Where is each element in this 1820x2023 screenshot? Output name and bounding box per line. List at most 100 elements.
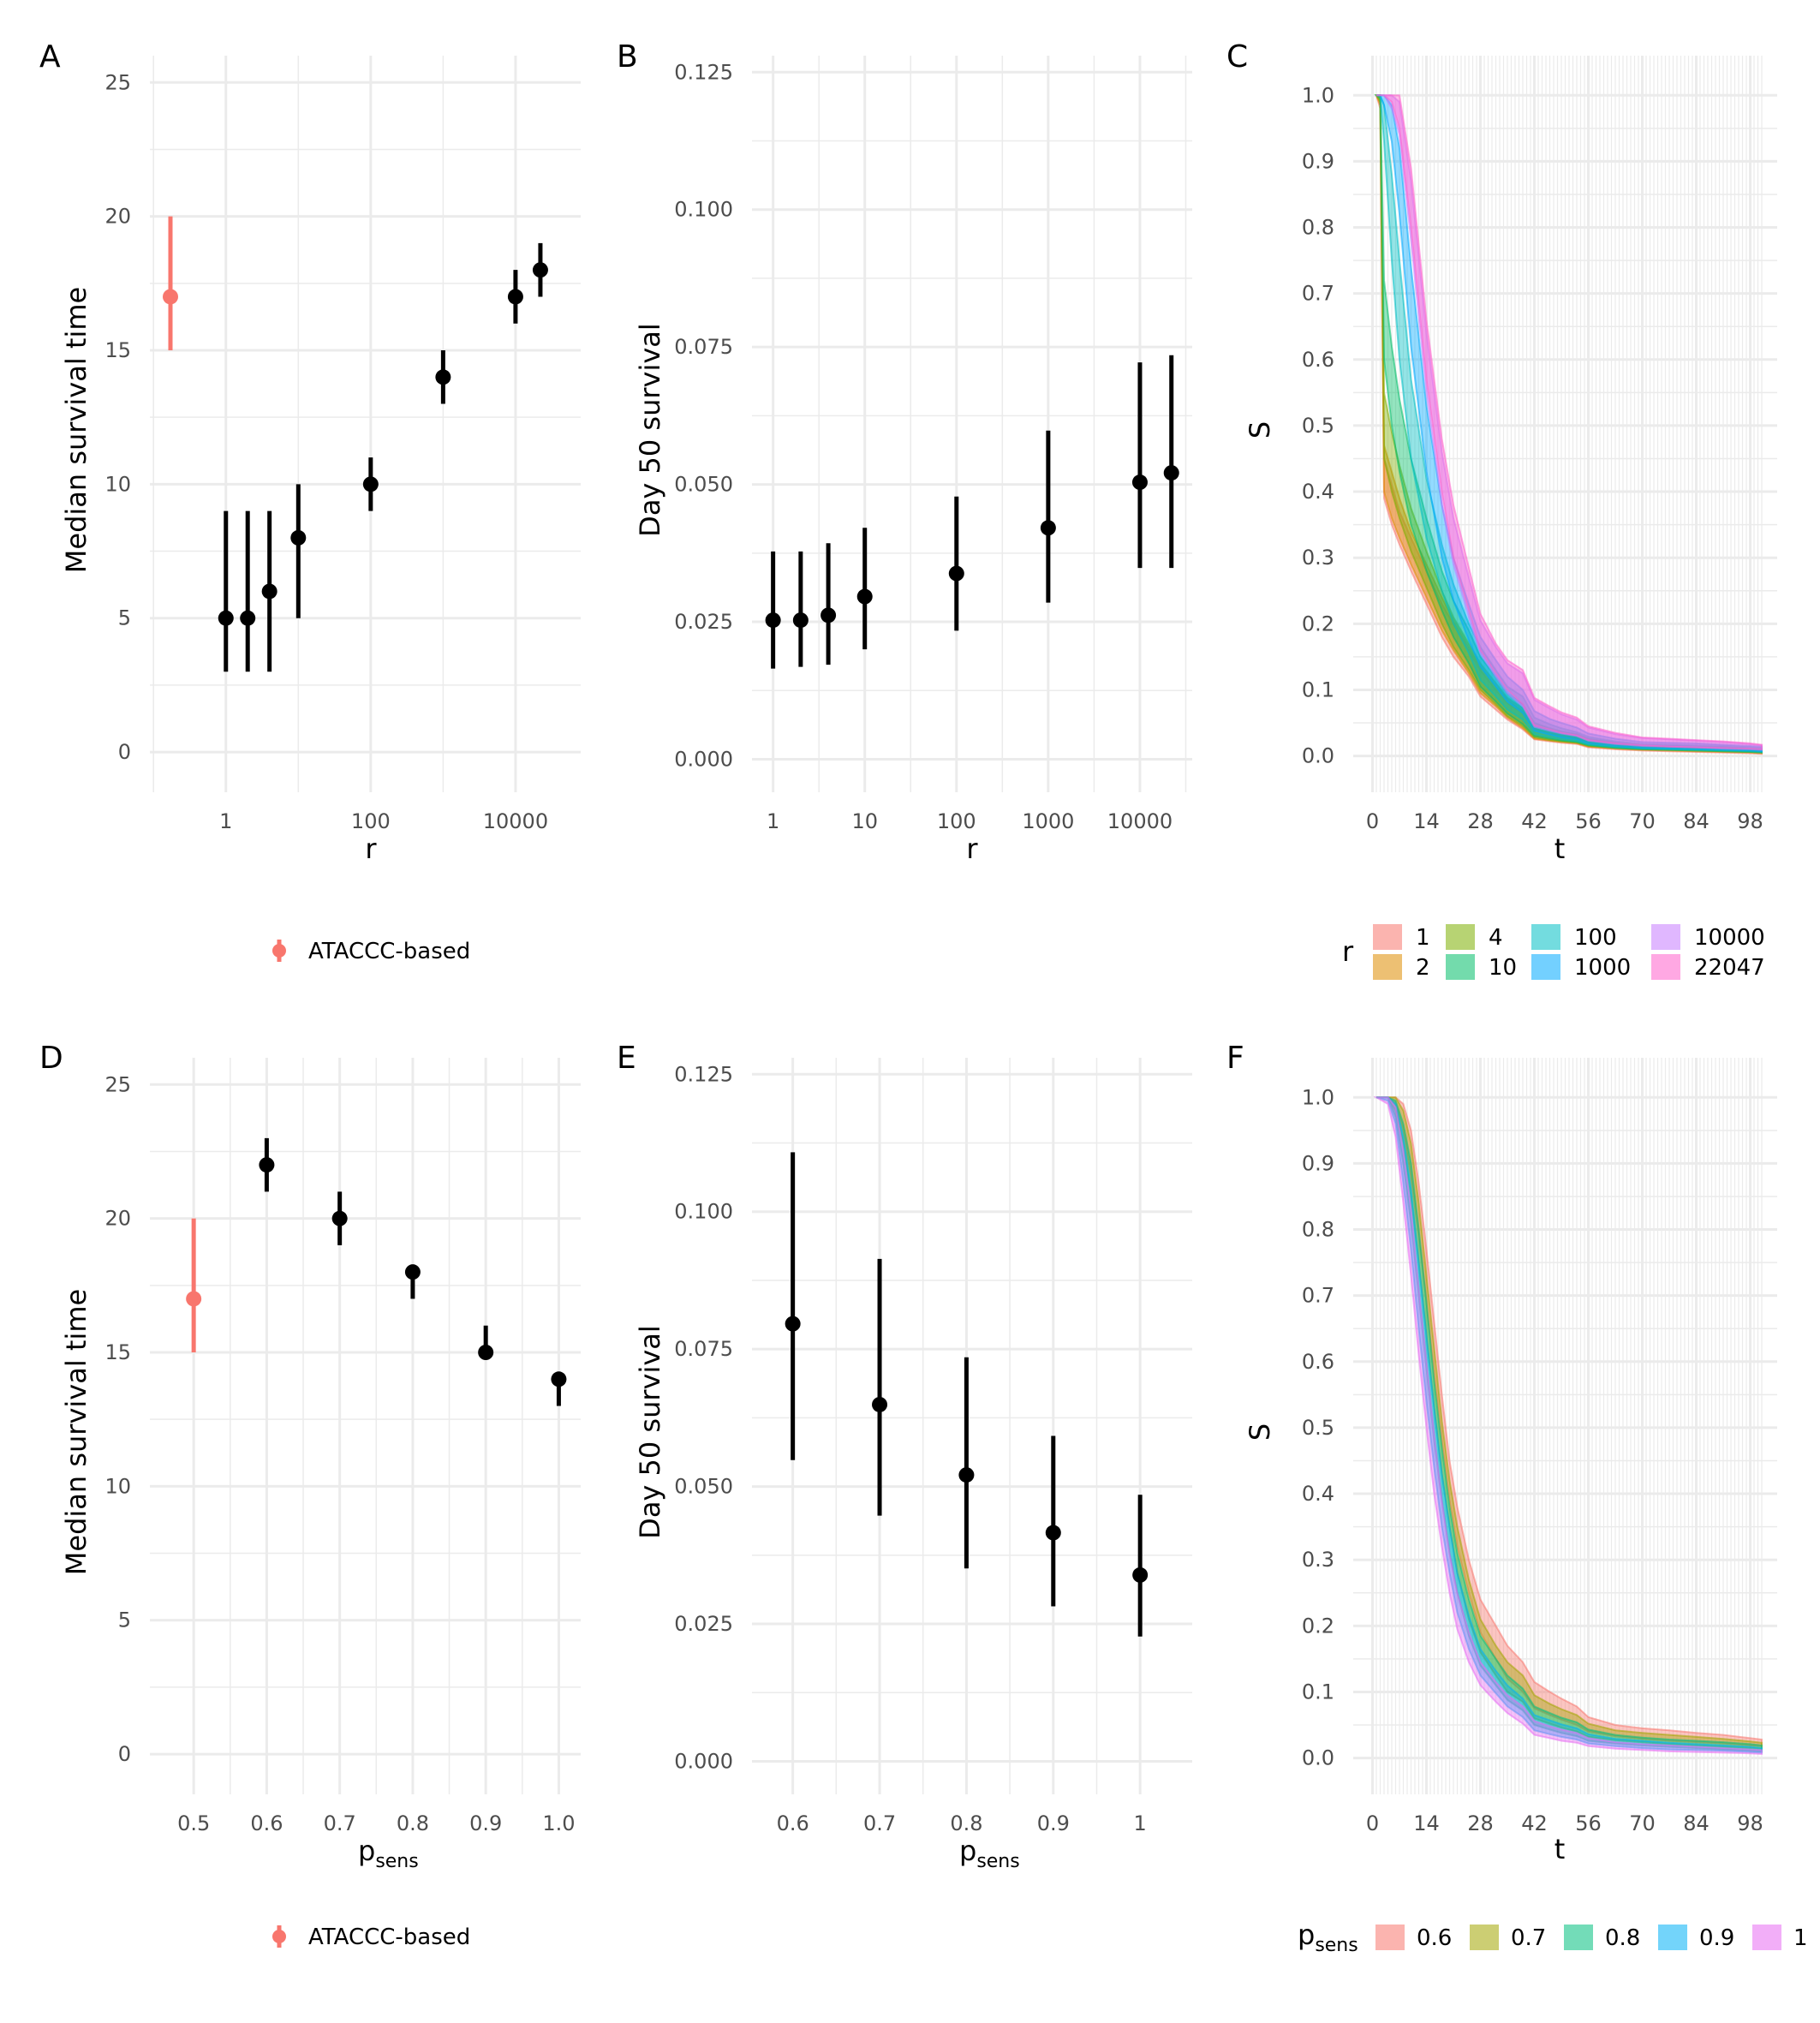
- survival-ribbon-f: [1373, 1096, 1763, 1756]
- y-axis-title-e: Day 50 survival: [634, 1325, 666, 1539]
- x-tick-label-d: 0.8: [397, 1811, 429, 1835]
- x-axis-title-d: psens: [358, 1835, 419, 1872]
- y-tick-label-f: 0.9: [1302, 1151, 1334, 1175]
- y-tick-label-b: 0.075: [674, 335, 733, 359]
- y-tick-label-c: 0.4: [1302, 480, 1334, 504]
- x-tick-label-c: 84: [1683, 809, 1710, 833]
- survival-ribbon-c: [1376, 94, 1763, 750]
- x-axis-title-e-sub: sens: [976, 1851, 1019, 1872]
- legend-c-key-label: 10000: [1694, 925, 1765, 951]
- x-tick-label-e: 0.8: [950, 1811, 982, 1835]
- data-point-d: [331, 1210, 348, 1226]
- data-point-e: [958, 1467, 975, 1483]
- y-tick-label-f: 0.8: [1302, 1218, 1334, 1242]
- data-point-b: [856, 588, 873, 605]
- legend-f-key-label: 0.9: [1699, 1925, 1734, 1951]
- x-tick-label-c: 70: [1629, 809, 1656, 833]
- y-tick-label-f: 0.1: [1302, 1680, 1334, 1704]
- y-tick-label-c: 0.8: [1302, 216, 1334, 240]
- legend-f-key-swatch: [1375, 1925, 1405, 1950]
- x-tick-label-c: 42: [1521, 809, 1548, 833]
- y-tick-label-f: 0.4: [1302, 1482, 1334, 1506]
- y-tick-label-b: 0.050: [674, 473, 733, 497]
- y-tick-label-d: 20: [104, 1207, 131, 1231]
- data-point-b: [792, 612, 809, 629]
- x-axis-title-f: t: [1554, 1833, 1566, 1865]
- y-tick-label-c: 0.6: [1302, 348, 1334, 372]
- data-point-d: [404, 1264, 421, 1280]
- legend-c-title: r: [1342, 935, 1354, 968]
- x-tick-label-c: 28: [1467, 809, 1494, 833]
- reference-point-a: [163, 289, 178, 305]
- x-tick-label-f: 56: [1575, 1811, 1602, 1835]
- y-tick-label-a: 20: [104, 205, 131, 229]
- legend-c-key-label: 1: [1416, 925, 1430, 951]
- data-point-b: [1163, 465, 1179, 481]
- y-tick-label-a: 25: [104, 70, 131, 94]
- x-tick-label-a: 1: [219, 809, 232, 833]
- y-axis-title-f: S: [1244, 1423, 1276, 1441]
- y-tick-label-e: 0.050: [674, 1475, 733, 1499]
- y-tick-label-e: 0.075: [674, 1337, 733, 1361]
- y-axis-title-d: Median survival time: [60, 1289, 92, 1575]
- x-tick-label-f: 98: [1737, 1811, 1763, 1835]
- y-tick-label-f: 0.7: [1302, 1284, 1334, 1308]
- data-point-e: [1132, 1566, 1149, 1583]
- x-tick-label-f: 0: [1366, 1811, 1379, 1835]
- reference-point-d: [186, 1291, 202, 1307]
- data-point-a: [290, 529, 307, 546]
- x-axis-title-d-main: p: [358, 1835, 375, 1867]
- legend-c-key-swatch: [1446, 924, 1475, 950]
- panel-letter-e: E: [617, 1041, 636, 1076]
- y-tick-label-e: 0.125: [674, 1062, 733, 1086]
- legend-c-key-swatch: [1446, 954, 1475, 980]
- y-tick-label-b: 0.000: [674, 747, 733, 771]
- y-axis-title-b: Day 50 survival: [634, 323, 666, 537]
- y-tick-label-c: 0.1: [1302, 677, 1334, 701]
- y-tick-label-c: 1.0: [1302, 83, 1334, 107]
- data-point-b: [1040, 520, 1056, 536]
- y-axis-title-c: S: [1244, 421, 1276, 439]
- x-tick-label-f: 70: [1629, 1811, 1656, 1835]
- y-tick-label-e: 0.100: [674, 1200, 733, 1224]
- y-tick-label-b: 0.025: [674, 610, 733, 634]
- y-tick-label-c: 0.9: [1302, 149, 1334, 173]
- x-axis-title-b: r: [966, 832, 978, 865]
- y-tick-label-d: 25: [104, 1072, 131, 1096]
- data-point-b: [1131, 474, 1148, 491]
- x-tick-label-d: 0.7: [324, 1811, 356, 1835]
- y-axis-title-a: Median survival time: [60, 287, 92, 573]
- legend-d-key-dot: [272, 1930, 286, 1943]
- x-tick-label-d: 0.6: [250, 1811, 283, 1835]
- x-axis-title-e: psens: [959, 1835, 1020, 1872]
- legend-c-key-swatch: [1373, 924, 1402, 950]
- data-point-e: [872, 1396, 888, 1412]
- y-tick-label-e: 0.000: [674, 1749, 733, 1773]
- y-tick-label-c: 0.3: [1302, 546, 1334, 570]
- panel-e: 0.000 0.025 0.050 0.075 0.100 0.125 0.6 0.7 0.8 0…: [674, 1058, 1192, 1835]
- legend-c-key-swatch: [1651, 954, 1680, 980]
- legend-f-key-swatch: [1564, 1925, 1593, 1950]
- y-tick-label-c: 0.5: [1302, 414, 1334, 438]
- panel-letter-c: C: [1226, 39, 1248, 75]
- panel-b: 0.000 0.025 0.050 0.075 0.100 0.125 1 10 100 1000…: [674, 56, 1192, 833]
- data-point-a: [532, 262, 548, 278]
- panel-letter-f: F: [1226, 1041, 1244, 1076]
- x-tick-label-e: 0.7: [863, 1811, 896, 1835]
- x-tick-label-f: 84: [1683, 1811, 1710, 1835]
- legend-f-key-label: 0.8: [1605, 1925, 1640, 1951]
- legend-c-key-swatch: [1373, 954, 1402, 980]
- y-tick-label-f: 0.0: [1302, 1746, 1334, 1770]
- legend-a-key-dot: [272, 944, 286, 958]
- legend-c-key-label: 10: [1489, 955, 1517, 981]
- legend-a: ATACCC-based: [272, 939, 470, 964]
- x-tick-label-c: 14: [1413, 809, 1440, 833]
- legend-f-key-swatch: [1752, 1925, 1781, 1950]
- x-tick-label-c: 56: [1575, 809, 1602, 833]
- data-point-d: [478, 1345, 494, 1360]
- data-point-b: [948, 565, 964, 582]
- x-tick-label-d: 0.5: [177, 1811, 210, 1835]
- panel-a: 0 5 10 15 20 25 1 100 10000: [104, 56, 581, 833]
- y-tick-label-f: 0.3: [1302, 1548, 1334, 1572]
